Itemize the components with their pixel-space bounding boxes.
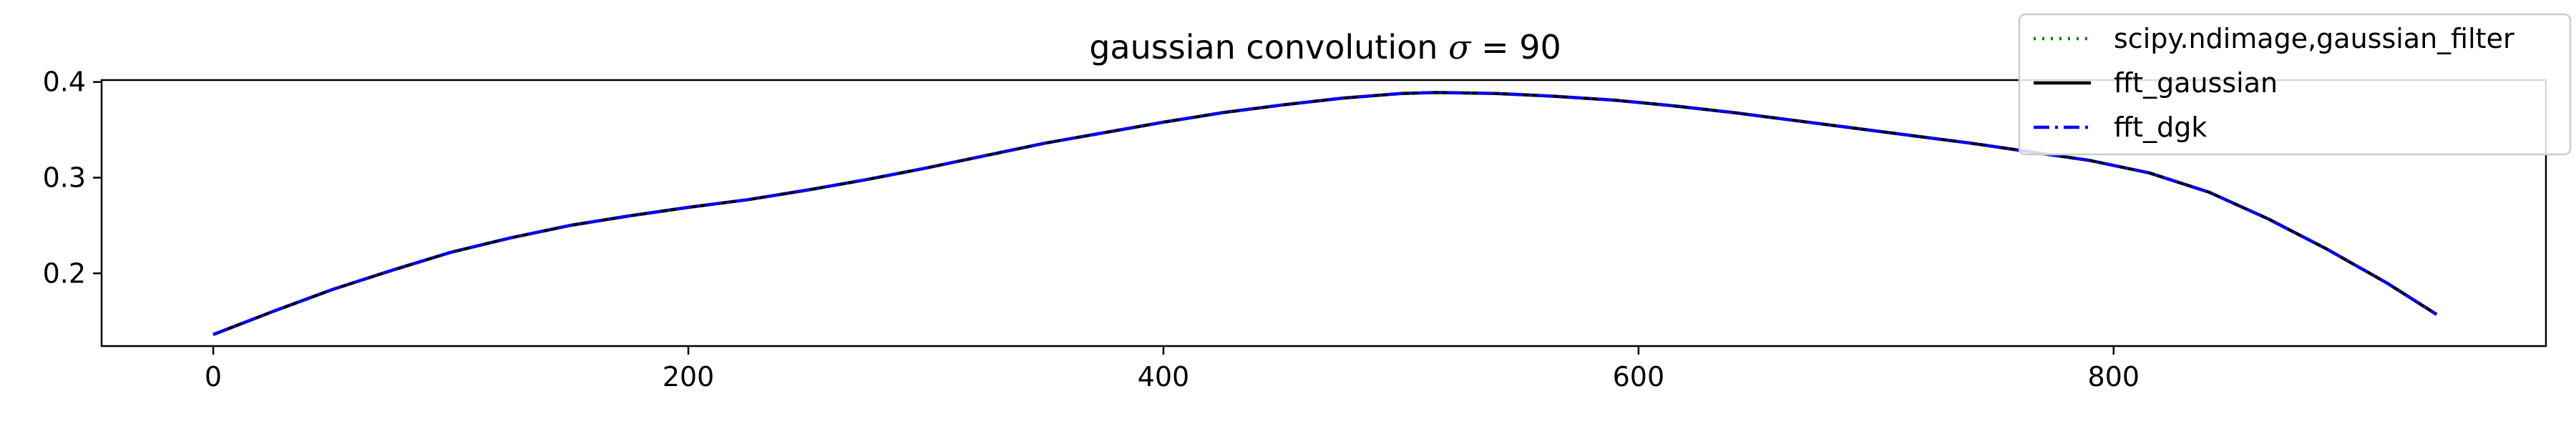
x-tick-label: 200	[663, 361, 715, 393]
chart-title-prefix: gaussian convolution	[1089, 28, 1448, 66]
axes-frame	[100, 79, 2547, 347]
series-line-fft-dgk	[213, 91, 2438, 336]
legend-label: scipy.ndimage,gaussian_filter	[2114, 23, 2514, 54]
y-axis: 0.2 0.3 0.4	[43, 66, 102, 289]
legend: scipy.ndimage,gaussian_filter fft_gaussia…	[2018, 13, 2572, 156]
y-tick-label: 0.2	[43, 257, 86, 289]
legend-label: fft_gaussian	[2114, 67, 2278, 99]
x-tick-label: 800	[2088, 361, 2140, 393]
plot-area: 0 200 400 600 800 0.2 0.3 0.4	[43, 66, 2547, 393]
y-tick-label: 0.3	[43, 162, 86, 193]
legend-box	[2018, 13, 2572, 156]
x-axis: 0 200 400 600 800	[205, 346, 2140, 393]
y-tick-label: 0.4	[43, 66, 86, 98]
chart-title-suffix: = 90	[1470, 28, 1561, 66]
legend-label: fft_dgk	[2114, 112, 2207, 143]
chart-title-symbol: σ	[1448, 28, 1472, 66]
x-tick-label: 0	[205, 361, 222, 393]
series-layer	[213, 91, 2438, 336]
legend-items: scipy.ndimage,gaussian_filter fft_gaussia…	[2034, 23, 2514, 143]
x-tick-label: 400	[1138, 361, 1190, 393]
chart-title: gaussian convolution σ = 90	[1089, 28, 1561, 66]
x-tick-label: 600	[1613, 361, 1665, 393]
